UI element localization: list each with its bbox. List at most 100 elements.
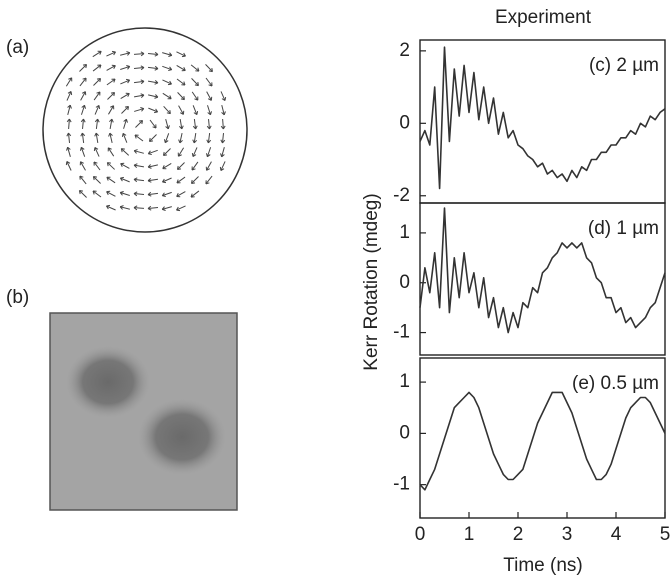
arrow: [95, 118, 99, 130]
arrow: [147, 66, 159, 70]
arrow-head: [190, 193, 195, 198]
arrow-head: [190, 179, 196, 185]
arrow: [162, 191, 172, 197]
arrow-head: [167, 95, 172, 100]
arrow-head: [180, 95, 185, 101]
arrow: [133, 94, 145, 98]
arrow: [120, 65, 130, 71]
arrow-head: [80, 132, 86, 137]
arrow-head: [66, 118, 72, 123]
arrow-head: [66, 146, 71, 151]
arrow-head: [80, 118, 86, 123]
arrow-head: [176, 165, 182, 171]
arrow-head: [221, 111, 226, 116]
arrow: [82, 118, 84, 130]
arrow-head: [107, 147, 112, 152]
arrow: [192, 147, 198, 157]
arrow-head: [133, 149, 138, 154]
arrow-head: [205, 153, 211, 158]
y-tick-label: 1: [399, 222, 410, 243]
arrow-head: [161, 192, 166, 198]
arrow-head: [94, 132, 100, 137]
vortex-arrows: [65, 50, 227, 212]
arrow: [176, 191, 186, 197]
arrow-head: [133, 205, 138, 211]
arrow-head: [191, 166, 196, 171]
arrow: [109, 118, 113, 130]
arrow: [176, 176, 186, 184]
arrow-head: [93, 161, 98, 166]
arrow: [106, 51, 116, 57]
arrow-head: [125, 92, 130, 97]
arrow-head: [95, 104, 101, 110]
arrow: [135, 120, 143, 128]
arrow: [207, 105, 211, 115]
arrow-head: [195, 67, 200, 72]
arrow-head: [208, 82, 213, 87]
vortex-disk: [42, 27, 248, 233]
arrow: [165, 119, 169, 129]
arrow-head: [81, 91, 87, 96]
arrow-head: [97, 50, 102, 55]
arrow-head: [176, 206, 181, 212]
arrow: [92, 64, 102, 72]
y-tick-label: 2: [399, 40, 410, 61]
arrow: [190, 64, 200, 72]
arrow-head: [192, 125, 198, 130]
arrow: [106, 65, 116, 71]
x-tick-label: 5: [660, 524, 670, 545]
arrow-head: [206, 139, 212, 144]
arrow: [121, 106, 129, 114]
arrow: [193, 118, 197, 130]
arrow: [134, 150, 144, 154]
arrow-head: [82, 77, 87, 82]
arrow-head: [205, 180, 210, 185]
arrow: [120, 177, 130, 183]
arrow: [92, 50, 102, 58]
arrow-head: [147, 205, 152, 211]
arrow-head: [162, 165, 167, 170]
x-tick-label: 2: [513, 524, 524, 545]
arrow: [133, 178, 145, 182]
arrow: [191, 91, 199, 101]
arrow-head: [205, 166, 210, 171]
arrow-head: [108, 132, 113, 137]
arrow: [147, 80, 159, 84]
arrow-head: [65, 161, 71, 166]
arrow-head: [93, 147, 99, 152]
arrow: [177, 92, 185, 100]
dark-lobe: [138, 399, 226, 475]
arrow: [208, 118, 210, 130]
arrow-head: [178, 125, 184, 130]
arrow: [123, 119, 127, 129]
arrow: [106, 191, 116, 197]
arrow: [65, 77, 73, 87]
arrow: [92, 190, 102, 198]
arrow-head: [111, 78, 116, 83]
arrow: [179, 133, 183, 143]
arrow-head: [154, 108, 159, 114]
arrow: [67, 147, 71, 157]
arrow: [93, 91, 101, 101]
arrow: [80, 91, 86, 101]
arrow-head: [206, 125, 212, 130]
arrow: [106, 78, 116, 86]
arrow-head: [194, 96, 199, 101]
arrow: [107, 147, 115, 157]
arrow: [162, 65, 172, 71]
arrow-head: [78, 190, 84, 195]
arrow-head: [119, 205, 124, 210]
arrow: [133, 53, 145, 55]
arrow: [66, 91, 72, 101]
arrow: [79, 77, 87, 87]
arrow: [120, 192, 130, 196]
arrow: [178, 105, 184, 115]
arrow-head: [140, 51, 145, 57]
plot-frame: [419, 357, 666, 519]
arrow: [191, 78, 199, 86]
arrow: [94, 105, 100, 115]
arrow: [66, 161, 72, 171]
arrow: [206, 147, 212, 157]
arrow-head: [120, 148, 125, 153]
